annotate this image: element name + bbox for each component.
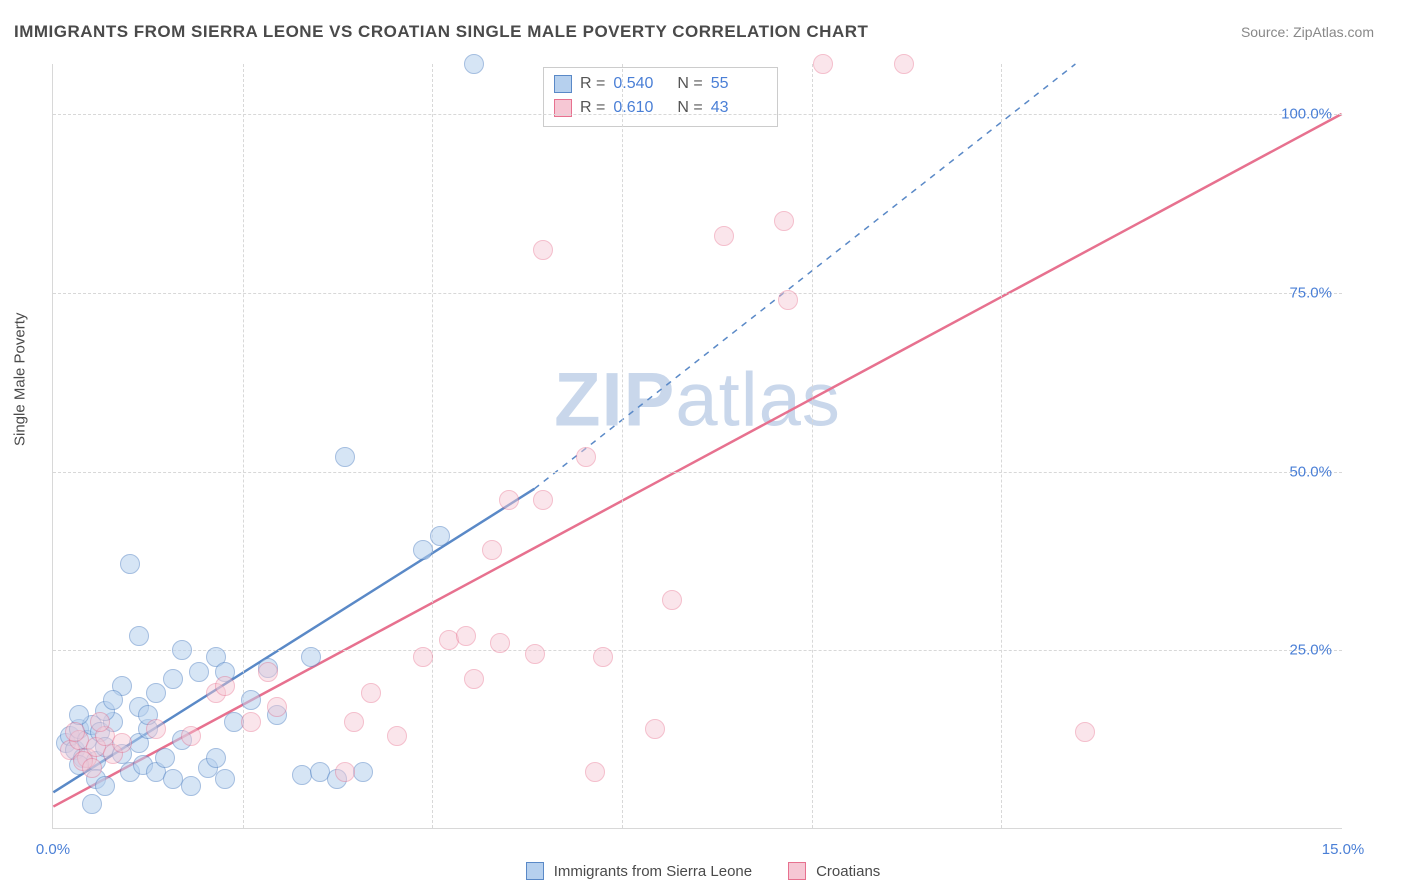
watermark: ZIPatlas [554, 357, 841, 444]
gridline-h [53, 293, 1342, 294]
y-tick-label: 75.0% [1289, 284, 1332, 301]
legend-label: Immigrants from Sierra Leone [554, 863, 752, 880]
stat-r-label: R = [580, 72, 605, 96]
y-axis-title: Single Male Poverty [12, 313, 29, 446]
legend-item: Immigrants from Sierra Leone [526, 862, 752, 880]
scatter-point [482, 540, 502, 560]
scatter-point [65, 722, 85, 742]
scatter-point [499, 490, 519, 510]
scatter-point [95, 776, 115, 796]
legend-item: Croatians [788, 862, 880, 880]
scatter-point [430, 526, 450, 546]
gridline-v [812, 64, 813, 828]
scatter-point [344, 712, 364, 732]
legend-swatch [554, 75, 572, 93]
trend-line-dashed [534, 64, 1075, 489]
scatter-point [585, 762, 605, 782]
scatter-point [490, 633, 510, 653]
scatter-point [112, 733, 132, 753]
gridline-v [622, 64, 623, 828]
scatter-point [813, 54, 833, 74]
scatter-point [163, 669, 183, 689]
stat-n-label: N = [677, 72, 702, 96]
scatter-point [778, 290, 798, 310]
legend-label: Croatians [816, 863, 880, 880]
scatter-point [645, 719, 665, 739]
stats-row: R =0.540N =55 [554, 72, 767, 96]
x-tick-label: 15.0% [1322, 841, 1365, 858]
stat-n-value: 43 [711, 96, 767, 120]
scatter-point [361, 683, 381, 703]
stats-row: R =0.610N =43 [554, 96, 767, 120]
scatter-point [525, 644, 545, 664]
scatter-point [181, 726, 201, 746]
gridline-v [432, 64, 433, 828]
scatter-point [464, 54, 484, 74]
legend-swatch [788, 862, 806, 880]
scatter-point [456, 626, 476, 646]
scatter-point [413, 647, 433, 667]
y-tick-label: 50.0% [1289, 463, 1332, 480]
scatter-point [335, 762, 355, 782]
scatter-point [206, 748, 226, 768]
scatter-point [172, 640, 192, 660]
y-tick-label: 25.0% [1289, 642, 1332, 659]
scatter-point [464, 669, 484, 689]
scatter-point [189, 662, 209, 682]
series-legend: Immigrants from Sierra Leone Croatians [0, 862, 1406, 880]
scatter-point [155, 748, 175, 768]
scatter-point [181, 776, 201, 796]
scatter-point [413, 540, 433, 560]
scatter-point [258, 662, 278, 682]
scatter-point [662, 590, 682, 610]
scatter-point [1075, 722, 1095, 742]
stat-n-label: N = [677, 96, 702, 120]
scatter-point [353, 762, 373, 782]
scatter-point [215, 769, 235, 789]
scatter-point [714, 226, 734, 246]
scatter-point [146, 683, 166, 703]
scatter-point [241, 712, 261, 732]
scatter-point [774, 211, 794, 231]
scatter-point [90, 712, 110, 732]
scatter-point [576, 447, 596, 467]
scatter-point [103, 690, 123, 710]
scatter-point [146, 719, 166, 739]
stat-r-label: R = [580, 96, 605, 120]
gridline-h [53, 472, 1342, 473]
scatter-point [82, 794, 102, 814]
y-tick-label: 100.0% [1281, 106, 1332, 123]
scatter-point [593, 647, 613, 667]
scatter-point [301, 647, 321, 667]
scatter-point [387, 726, 407, 746]
scatter-point [120, 554, 140, 574]
gridline-h [53, 650, 1342, 651]
stat-n-value: 55 [711, 72, 767, 96]
scatter-point [533, 240, 553, 260]
scatter-point [335, 447, 355, 467]
x-tick-label: 0.0% [36, 841, 70, 858]
gridline-h [53, 114, 1342, 115]
scatter-point [82, 758, 102, 778]
source-label: Source: ZipAtlas.com [1241, 24, 1374, 40]
scatter-point [533, 490, 553, 510]
scatter-plot: ZIPatlas R =0.540N =55R =0.610N =43 25.0… [52, 64, 1342, 829]
scatter-point [129, 626, 149, 646]
chart-title: IMMIGRANTS FROM SIERRA LEONE VS CROATIAN… [14, 22, 868, 42]
scatter-point [241, 690, 261, 710]
correlation-stats-box: R =0.540N =55R =0.610N =43 [543, 67, 778, 127]
gridline-v [1001, 64, 1002, 828]
scatter-point [69, 705, 89, 725]
scatter-point [215, 676, 235, 696]
scatter-point [894, 54, 914, 74]
scatter-point [267, 697, 287, 717]
legend-swatch [526, 862, 544, 880]
